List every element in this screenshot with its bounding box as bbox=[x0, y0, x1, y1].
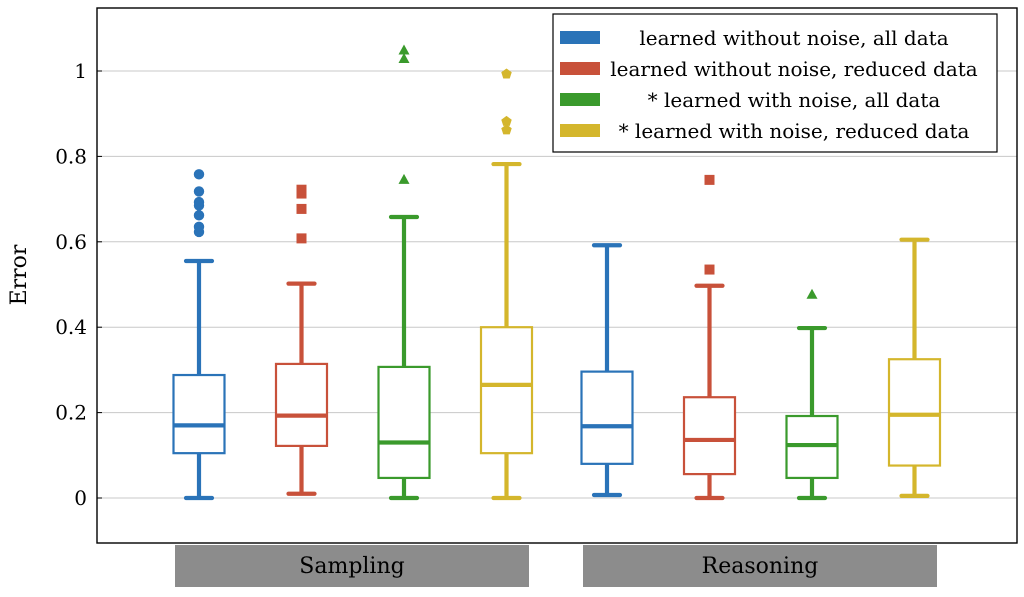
box-sampling-1 bbox=[172, 169, 226, 501]
outlier-point bbox=[704, 174, 715, 185]
legend-swatch bbox=[560, 124, 600, 137]
outlier-point bbox=[193, 210, 205, 221]
outlier-point bbox=[193, 221, 205, 233]
y-tick-label: 0.8 bbox=[55, 144, 87, 168]
outlier-point bbox=[296, 184, 307, 195]
group-bar-sampling bbox=[175, 545, 529, 587]
box-sampling-3 bbox=[377, 44, 431, 501]
legend-entry: learned without noise, reduced data bbox=[610, 57, 978, 81]
box-iqr bbox=[479, 326, 534, 455]
group-label-sampling: Sampling bbox=[299, 554, 404, 579]
box-iqr bbox=[887, 358, 942, 467]
box-reasoning-4 bbox=[887, 237, 942, 498]
legend: learned without noise, all data learned w… bbox=[552, 13, 998, 153]
outlier-point bbox=[398, 53, 410, 64]
y-tick-label: 0 bbox=[74, 486, 87, 510]
box-reasoning-3 bbox=[785, 288, 839, 501]
y-tick-label: 1 bbox=[74, 59, 87, 83]
legend-swatch bbox=[560, 62, 600, 75]
y-tick-label: 0.2 bbox=[55, 401, 87, 425]
box-sampling-4 bbox=[479, 68, 534, 501]
box-iqr bbox=[377, 365, 431, 480]
plot-frame bbox=[96, 7, 1018, 544]
box-iqr bbox=[682, 396, 737, 476]
legend-swatch bbox=[560, 31, 600, 44]
outlier-point bbox=[501, 68, 512, 79]
outlier-point bbox=[806, 288, 818, 299]
legend-swatch bbox=[560, 93, 600, 106]
outlier-point bbox=[501, 115, 512, 126]
outlier-point bbox=[398, 44, 410, 55]
outlier-point bbox=[398, 173, 410, 184]
legend-entry: * learned with noise, all data bbox=[648, 88, 941, 112]
box-reasoning-1 bbox=[580, 243, 634, 498]
box-iqr bbox=[580, 370, 634, 465]
y-axis: 0 0.2 0.4 0.6 0.8 1 bbox=[55, 59, 102, 510]
box-iqr bbox=[172, 373, 226, 455]
y-tick-label: 0.4 bbox=[55, 315, 87, 339]
outlier-point bbox=[501, 124, 512, 135]
y-tick-label: 0.6 bbox=[55, 230, 87, 254]
box-reasoning-2 bbox=[682, 174, 737, 501]
box-iqr bbox=[274, 362, 329, 448]
y-axis-title: Error bbox=[7, 244, 32, 305]
outlier-point bbox=[296, 203, 307, 214]
box-sampling-2 bbox=[274, 184, 329, 496]
legend-entry: learned without noise, all data bbox=[639, 26, 948, 50]
legend-entry: * learned with noise, reduced data bbox=[619, 119, 970, 143]
group-bar-reasoning bbox=[583, 545, 937, 587]
group-label-reasoning: Reasoning bbox=[702, 554, 819, 579]
outlier-point bbox=[704, 264, 715, 275]
group-labels: Sampling Reasoning bbox=[175, 545, 937, 587]
outlier-point bbox=[193, 196, 205, 208]
outlier-point bbox=[193, 186, 205, 197]
box-plots bbox=[172, 44, 942, 501]
outlier-point bbox=[296, 233, 307, 244]
legend-box bbox=[552, 13, 998, 153]
outlier-point bbox=[193, 169, 205, 180]
